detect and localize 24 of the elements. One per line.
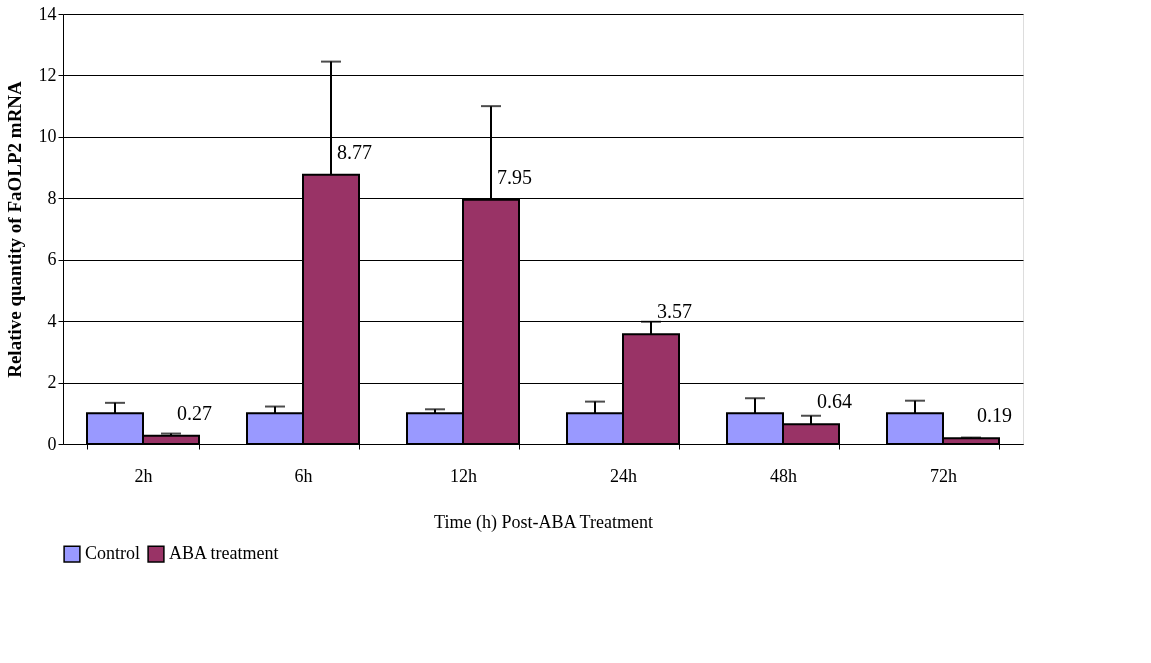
y-tick-label: 0 [47, 433, 57, 454]
y-tick-label: 6 [47, 249, 57, 270]
y-tick-label: 2 [47, 372, 57, 393]
data-label: 8.77 [337, 140, 372, 163]
data-label: 0.64 [817, 390, 852, 413]
y-tick-label: 4 [47, 310, 57, 331]
x-axis-title: Time (h) Post-ABA Treatment [434, 511, 653, 533]
x-tick-label: 48h [770, 465, 797, 486]
data-label: 0.19 [977, 404, 1012, 427]
x-tick-label: 12h [450, 465, 477, 486]
y-tick-label: 14 [38, 3, 57, 24]
x-tick-label: 6h [294, 465, 313, 486]
legend-label: Control [85, 543, 141, 564]
data-label: 3.57 [657, 300, 692, 323]
data-label: 7.95 [497, 165, 532, 188]
legend-label: ABA treatment [169, 543, 279, 564]
y-tick-label: 10 [38, 126, 57, 147]
x-tick-label: 24h [610, 465, 637, 486]
x-tick-label: 72h [930, 465, 957, 486]
data-label: 0.27 [177, 401, 212, 424]
x-tick-label: 2h [134, 465, 153, 486]
y-tick-label: 12 [38, 64, 57, 85]
y-axis-title: Relative quantity of FaOLP2 mRNA [3, 80, 25, 378]
y-tick-label: 8 [47, 187, 57, 208]
